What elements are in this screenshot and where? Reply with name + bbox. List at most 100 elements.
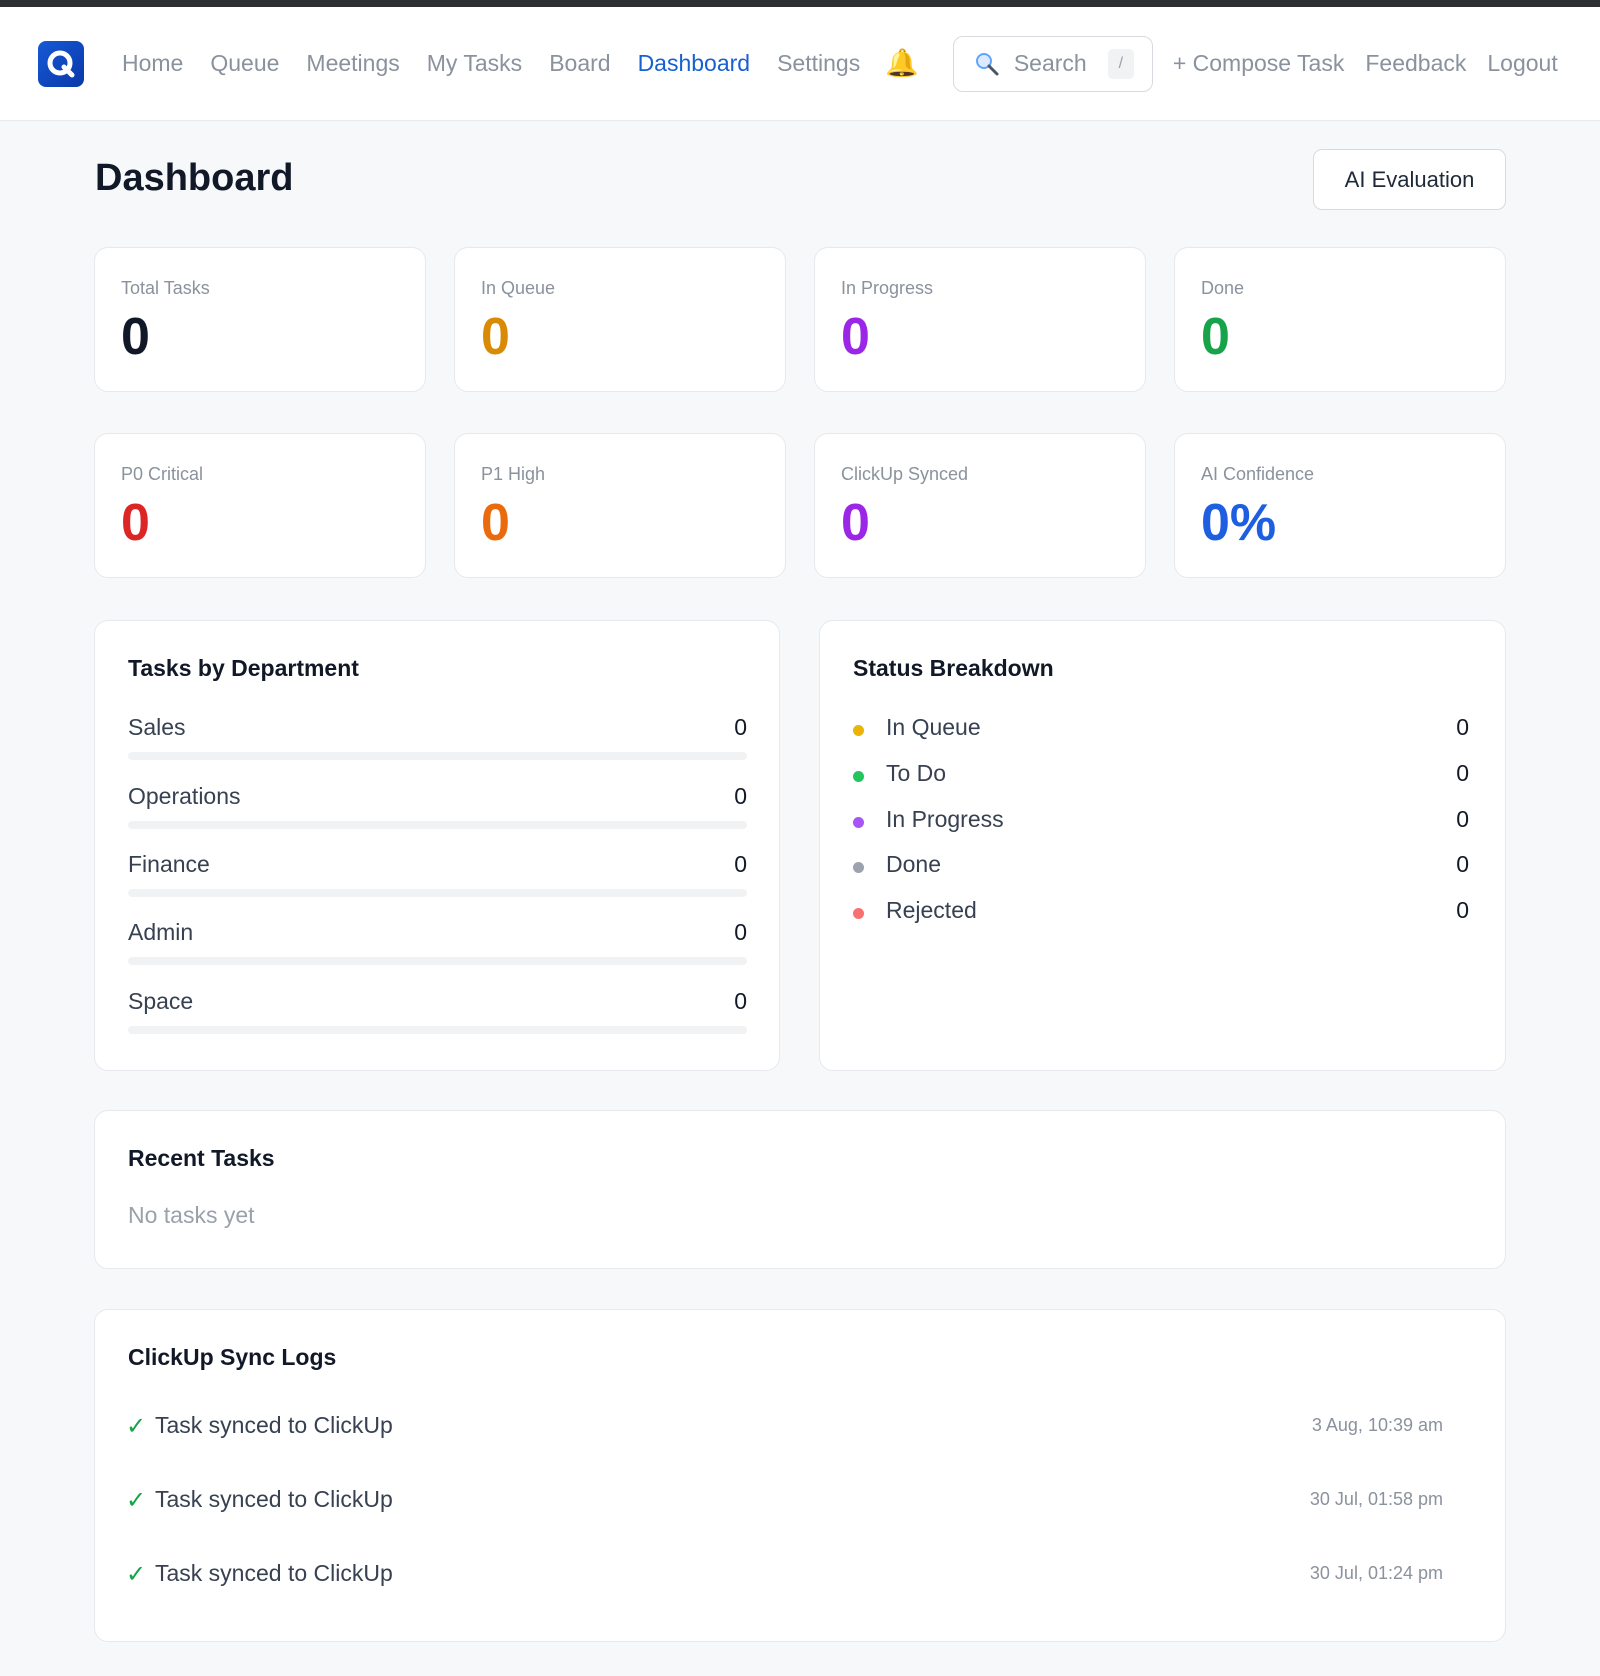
department-name: Operations	[128, 783, 241, 809]
nav-home[interactable]: Home	[122, 50, 184, 76]
status-breakdown-panel: Status Breakdown In Queue 0 To Do 0 In P…	[819, 620, 1506, 1071]
department-row-finance: Finance 0	[128, 851, 747, 897]
recent-tasks-panel: Recent Tasks No tasks yet	[94, 1110, 1506, 1269]
sync-log-time: 30 Jul, 01:24 pm	[1309, 1563, 1443, 1583]
search-button[interactable]: Search /	[952, 35, 1153, 92]
sync-log-row: ✓ Task synced to ClickUp 3 Aug, 10:39 am	[126, 1412, 1443, 1444]
status-dot	[853, 908, 864, 919]
nav-dashboard[interactable]: Dashboard	[637, 50, 751, 76]
status-name: Rejected	[886, 897, 977, 923]
nav-settings[interactable]: Settings	[777, 50, 861, 76]
stat-card-p1-high: P1 High 0	[454, 433, 786, 578]
status-count: 0	[1456, 714, 1469, 740]
status-row-done: Done 0	[853, 851, 1469, 881]
stat-value: 0	[481, 308, 510, 366]
department-name: Sales	[128, 714, 186, 740]
stat-card-done: Done 0	[1174, 247, 1506, 392]
stat-card-ai-confidence: AI Confidence 0%	[1174, 433, 1506, 578]
stat-value: 0	[121, 494, 150, 552]
stat-label: Total Tasks	[121, 278, 210, 298]
check-icon: ✓	[126, 1413, 147, 1440]
stat-value: 0	[1201, 308, 1230, 366]
status-row-in-queue: In Queue 0	[853, 714, 1469, 744]
department-count: 0	[734, 919, 747, 945]
panel-title: Tasks by Department	[128, 655, 359, 681]
sync-log-row: ✓ Task synced to ClickUp 30 Jul, 01:24 p…	[126, 1560, 1443, 1592]
stat-value: 0%	[1201, 494, 1277, 552]
department-name: Finance	[128, 851, 210, 877]
status-name: To Do	[886, 760, 947, 786]
stat-label: P1 High	[481, 464, 546, 484]
department-count: 0	[734, 714, 747, 740]
status-name: In Queue	[886, 714, 981, 740]
department-row-sales: Sales 0	[128, 714, 747, 760]
check-icon: ✓	[126, 1561, 147, 1588]
status-dot	[853, 725, 864, 736]
clickup-sync-logs-panel: ClickUp Sync Logs ✓ Task synced to Click…	[94, 1309, 1506, 1642]
nav-actions: + Compose Task Feedback Logout	[1173, 50, 1558, 77]
status-count: 0	[1456, 760, 1469, 786]
department-row-space: Space 0	[128, 988, 747, 1034]
department-name: Space	[128, 988, 194, 1014]
nav-board[interactable]: Board	[549, 50, 611, 76]
status-name: In Progress	[886, 806, 1004, 832]
stat-value: 0	[481, 494, 510, 552]
status-row-rejected: Rejected 0	[853, 897, 1469, 927]
page-title: Dashboard	[95, 157, 294, 199]
sync-log-time: 3 Aug, 10:39 am	[1311, 1415, 1443, 1435]
bell-icon[interactable]: 🔔	[885, 48, 919, 78]
stat-card-p0-critical: P0 Critical 0	[94, 433, 426, 578]
sync-log-row: ✓ Task synced to ClickUp 30 Jul, 01:58 p…	[126, 1486, 1443, 1518]
status-count: 0	[1456, 897, 1469, 923]
stat-label: P0 Critical	[121, 464, 204, 484]
stat-card-in-progress: In Progress 0	[814, 247, 1146, 392]
status-name: Done	[886, 851, 941, 877]
sync-log-text: Task synced to ClickUp	[155, 1412, 393, 1438]
status-count: 0	[1456, 851, 1469, 877]
compose-task-link[interactable]: + Compose Task	[1172, 50, 1345, 76]
sync-log-text: Task synced to ClickUp	[155, 1486, 393, 1512]
status-count: 0	[1456, 806, 1469, 832]
check-icon: ✓	[126, 1487, 147, 1514]
logo-q-icon	[47, 50, 75, 77]
nav-queue[interactable]: Queue	[210, 50, 280, 76]
stat-label: AI Confidence	[1201, 464, 1315, 484]
stat-label: In Queue	[481, 278, 556, 298]
stat-label: Done	[1201, 278, 1245, 298]
department-count: 0	[734, 988, 747, 1014]
department-bar-track	[128, 1026, 747, 1034]
stat-card-in-queue: In Queue 0	[454, 247, 786, 392]
tasks-by-department-panel: Tasks by Department Sales 0 Operations 0…	[94, 620, 780, 1071]
search-placeholder: Search	[1013, 50, 1087, 76]
nav-meetings[interactable]: Meetings	[306, 50, 400, 76]
window-top-strip	[0, 0, 1600, 7]
stat-value: 0	[121, 308, 150, 366]
department-bar-track	[128, 821, 747, 829]
department-count: 0	[734, 851, 747, 877]
sync-log-time: 30 Jul, 01:58 pm	[1309, 1489, 1443, 1509]
logout-link[interactable]: Logout	[1487, 50, 1558, 76]
department-name: Admin	[128, 919, 194, 945]
sync-log-text: Task synced to ClickUp	[155, 1560, 393, 1586]
status-row-to-do: To Do 0	[853, 760, 1469, 790]
top-navbar: Home Queue Meetings My Tasks Board Dashb…	[0, 7, 1600, 121]
stat-label: In Progress	[841, 278, 934, 298]
recent-tasks-empty-state: No tasks yet	[128, 1202, 255, 1228]
stat-value: 0	[841, 494, 870, 552]
main-nav: Home Queue Meetings My Tasks Board Dashb…	[122, 50, 887, 77]
ai-evaluation-button[interactable]: AI Evaluation	[1313, 149, 1506, 210]
nav-my-tasks[interactable]: My Tasks	[426, 50, 523, 76]
department-bar-track	[128, 889, 747, 897]
stat-value: 0	[841, 308, 870, 366]
status-dot	[853, 862, 864, 873]
search-icon	[975, 52, 999, 75]
search-shortcut-key: /	[1107, 48, 1134, 79]
feedback-link[interactable]: Feedback	[1365, 50, 1467, 76]
status-dot	[853, 771, 864, 782]
department-row-admin: Admin 0	[128, 919, 747, 965]
department-count: 0	[734, 783, 747, 809]
app-logo[interactable]	[38, 40, 84, 87]
panel-title: Status Breakdown	[853, 655, 1054, 681]
status-row-in-progress: In Progress 0	[853, 806, 1469, 836]
panel-title: ClickUp Sync Logs	[128, 1344, 337, 1370]
